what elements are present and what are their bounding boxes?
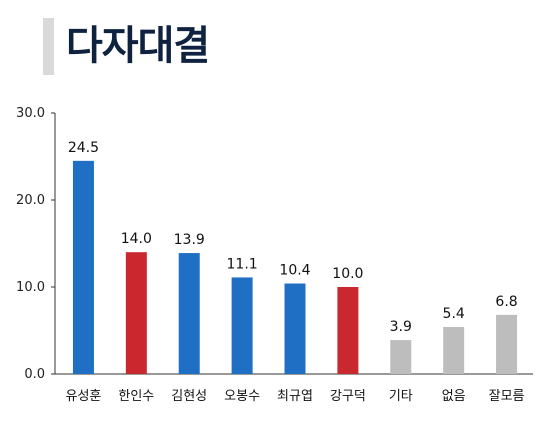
category-label: 오봉수 xyxy=(224,389,260,404)
category-label: 강구덕 xyxy=(330,389,366,404)
data-label: 6.8 xyxy=(495,294,517,310)
category-label: 잘모름 xyxy=(489,389,525,404)
page-title: 다자대결 xyxy=(66,23,210,69)
data-label: 13.9 xyxy=(174,232,205,248)
bar xyxy=(72,160,94,374)
data-label: 10.4 xyxy=(279,263,310,279)
y-tick-label: 20.0 xyxy=(16,193,45,208)
y-tick-label: 0.0 xyxy=(24,367,45,382)
category-label: 최규엽 xyxy=(277,389,313,404)
bar xyxy=(231,277,253,374)
data-label: 11.1 xyxy=(227,256,258,272)
y-tick-label: 10.0 xyxy=(16,280,45,295)
title-accent-bar xyxy=(43,18,54,75)
data-label: 5.4 xyxy=(443,306,465,322)
data-label: 3.9 xyxy=(390,319,412,335)
data-label: 10.0 xyxy=(332,266,363,282)
bar xyxy=(125,252,147,374)
chart-labels: 24.5 유성훈 14.0 한인수 13.9 김현성 11.1 오봉수 10.4 최규엽 10.0 강… xyxy=(65,140,524,404)
y-tick-label: 30.0 xyxy=(16,106,45,121)
bar xyxy=(443,327,465,374)
category-label: 없음 xyxy=(442,389,466,404)
data-label: 24.5 xyxy=(68,140,99,156)
bar xyxy=(390,340,412,374)
bar xyxy=(496,314,518,374)
bar xyxy=(284,283,306,374)
chart-bars xyxy=(72,160,518,374)
category-label: 유성훈 xyxy=(65,389,101,404)
bar xyxy=(178,253,200,374)
bar xyxy=(337,287,359,374)
data-label: 14.0 xyxy=(121,231,152,247)
category-label: 김현성 xyxy=(171,389,207,404)
category-label: 한인수 xyxy=(118,389,154,404)
category-label: 기타 xyxy=(389,389,413,404)
